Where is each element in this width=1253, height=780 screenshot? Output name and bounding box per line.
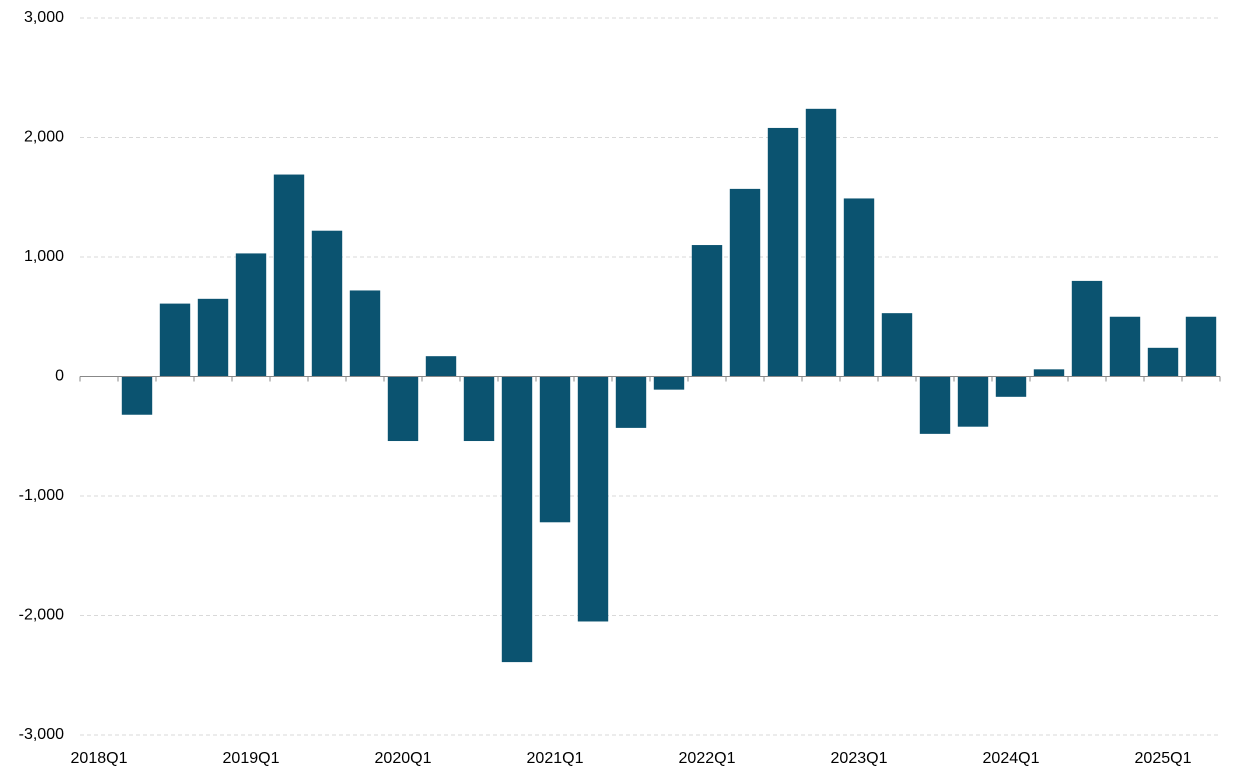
bar xyxy=(881,313,913,377)
x-tick-label: 2022Q1 xyxy=(679,750,736,767)
bar xyxy=(843,198,875,377)
x-tick-label: 2019Q1 xyxy=(223,750,280,767)
bar xyxy=(387,376,419,442)
bar xyxy=(1109,316,1141,377)
bar xyxy=(463,376,495,442)
bar xyxy=(235,253,267,377)
y-tick-label: 0 xyxy=(55,368,64,385)
y-tick-label: -2,000 xyxy=(19,607,64,624)
bar xyxy=(615,376,647,428)
bar xyxy=(425,356,457,377)
bar xyxy=(691,245,723,377)
bar xyxy=(995,376,1027,397)
y-tick-label: 3,000 xyxy=(24,9,64,26)
bar xyxy=(121,376,153,415)
bar xyxy=(273,174,305,377)
x-tick-label: 2024Q1 xyxy=(983,750,1040,767)
bar xyxy=(767,127,799,377)
y-tick-label: 2,000 xyxy=(24,129,64,146)
y-tick-label: -1,000 xyxy=(19,487,64,504)
bar xyxy=(197,298,229,377)
bar xyxy=(805,108,837,377)
bar xyxy=(311,230,343,377)
bar xyxy=(653,376,685,390)
bar xyxy=(539,376,571,523)
y-tick-label: -3,000 xyxy=(19,726,64,743)
x-tick-label: 2018Q1 xyxy=(71,750,128,767)
bar xyxy=(501,376,533,663)
bar xyxy=(729,188,761,377)
bar xyxy=(1071,280,1103,377)
bar xyxy=(1147,347,1179,377)
bar xyxy=(1185,316,1217,377)
x-tick-label: 2023Q1 xyxy=(831,750,888,767)
bar xyxy=(919,376,951,434)
x-tick-label: 2020Q1 xyxy=(375,750,432,767)
bar xyxy=(159,303,191,377)
y-tick-label: 1,000 xyxy=(24,248,64,265)
bar xyxy=(577,376,609,622)
bar xyxy=(349,290,381,377)
bar xyxy=(1033,369,1065,377)
x-tick-label: 2025Q1 xyxy=(1135,750,1192,767)
x-tick-label: 2021Q1 xyxy=(527,750,584,767)
bar xyxy=(957,376,989,427)
